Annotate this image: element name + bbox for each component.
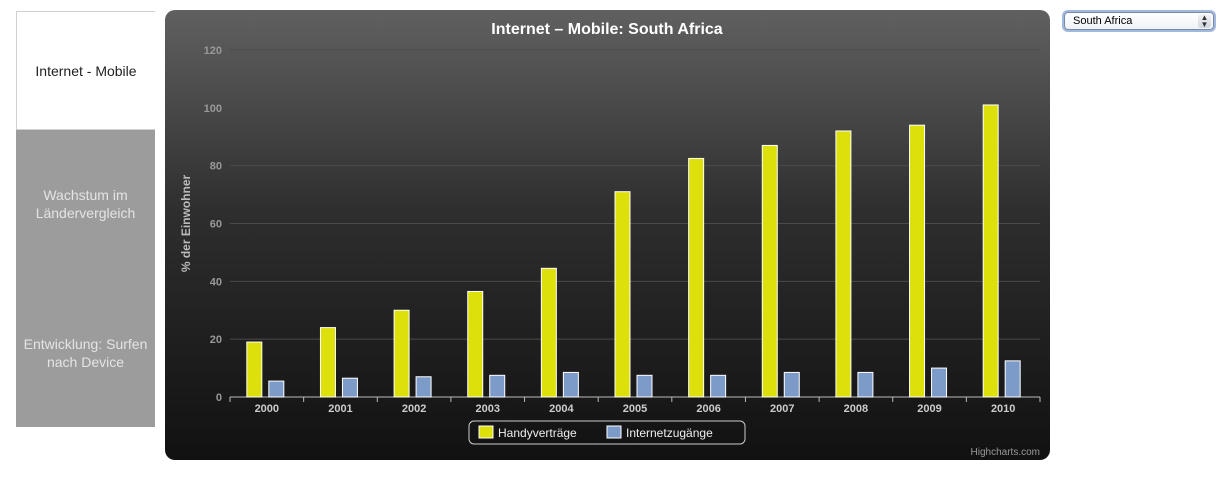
bar-handyvertraege [540,267,557,398]
x-tick-label: 2001 [328,403,352,415]
bar-handyvertraege [761,144,778,398]
legend-box [468,420,746,445]
tab-wachstum-laendervergleich[interactable]: Wachstum im Ländervergleich [16,130,155,278]
legend-label: Internetzugänge [626,426,713,440]
bar-internetzugaenge [710,374,727,398]
tab-entwicklung-surfen-device[interactable]: Entwicklung: Surfen nach Device [16,278,155,427]
x-tick-label: 2010 [991,403,1015,415]
bar-internetzugaenge [341,377,358,398]
x-tick-label: 2007 [770,403,794,415]
bar-handyvertraege [319,327,336,398]
y-tick-label: 120 [204,45,222,57]
select-arrows-icon: ▲ ▼ [1198,14,1211,29]
bar-internetzugaenge [268,380,285,398]
y-tick-label: 60 [210,219,222,231]
bar-handyvertraege [688,157,705,398]
bar-internetzugaenge [857,371,874,398]
bar-internetzugaenge [562,371,579,398]
x-tick-label: 2008 [844,403,868,415]
tab-internet-mobile[interactable]: Internet - Mobile [16,11,155,130]
y-tick-label: 0 [216,392,222,404]
x-tick-label: 2002 [402,403,426,415]
x-tick-label: 2003 [475,403,499,415]
x-tick-label: 2004 [549,403,574,415]
bar-handyvertraege [982,104,999,398]
bar-handyvertraege [835,130,852,398]
country-select-value: South Africa [1073,15,1133,27]
bar-internetzugaenge [636,374,653,398]
bar-handyvertraege [246,341,263,398]
bar-handyvertraege [909,124,926,398]
y-tick-label: 20 [210,334,222,346]
credits-link: Highcharts.com [971,447,1040,458]
bar-handyvertraege [393,309,410,398]
legend-swatch [478,425,494,439]
bar-internetzugaenge [489,374,506,398]
bar-handyvertraege [467,290,484,398]
y-axis-label: % der Einwohner [179,175,193,273]
sidebar: Internet - Mobile Wachstum im Länderverg… [16,11,155,427]
x-tick-label: 2000 [255,403,279,415]
bar-internetzugaenge [931,367,948,398]
x-tick-label: 2005 [623,403,647,415]
chart-title: Internet – Mobile: South Africa [491,21,723,38]
chart-container: Internet – Mobile: South Africa 0 20 40 60 80… [165,10,1050,460]
y-tick-label: 80 [210,161,222,173]
legend-label: Handyverträge [498,426,577,440]
legend-swatch [606,425,622,439]
y-tick-label: 40 [210,276,222,288]
y-tick-label: 100 [204,103,222,115]
bar-chart: Internet – Mobile: South Africa 0 20 40 60 80… [179,21,1041,458]
bar-internetzugaenge [415,376,432,398]
x-tick-label: 2006 [696,403,720,415]
country-select[interactable]: South Africa ▲ ▼ [1064,12,1214,30]
x-tick-label: 2009 [917,403,941,415]
bar-internetzugaenge [1004,360,1021,398]
bar-internetzugaenge [783,371,800,398]
bar-handyvertraege [614,191,631,398]
